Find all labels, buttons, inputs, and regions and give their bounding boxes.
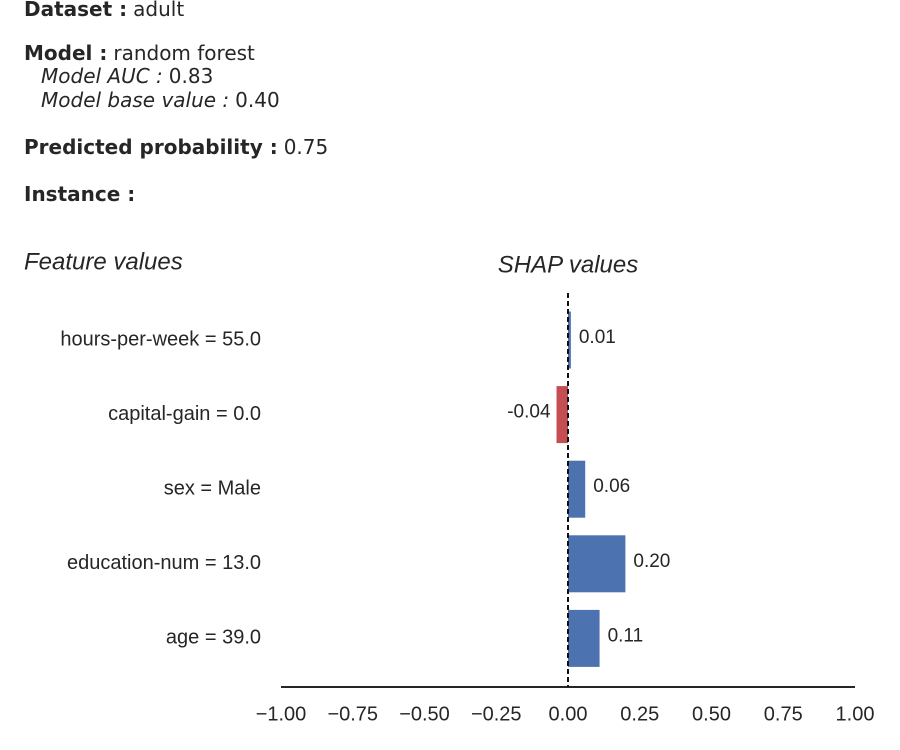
model-line: Model : random forest: [24, 41, 255, 65]
dataset-line: Dataset : adult: [24, 0, 184, 21]
bar: [568, 535, 626, 593]
label: Model base value :: [41, 88, 230, 112]
bar: [568, 311, 571, 369]
x-tick-label: 0.00: [549, 703, 588, 725]
value-label: 0.01: [579, 327, 616, 348]
value-label: 0.06: [593, 476, 630, 497]
value-label: -0.04: [507, 402, 551, 423]
x-tick-label: −0.75: [327, 703, 378, 725]
label: Dataset :: [24, 0, 128, 21]
bar: [568, 609, 600, 667]
value-label: 0.11: [608, 625, 644, 646]
base-value-line: Model base value :0.40: [41, 88, 280, 112]
y-tick-label: capital-gain = 0.0: [108, 403, 261, 425]
y-axis-title: Feature values: [24, 248, 183, 275]
x-tick-label: 0.25: [620, 703, 659, 725]
value-label: 0.20: [633, 551, 670, 572]
x-tick-label: 1.00: [836, 703, 875, 725]
label: Model AUC :: [41, 64, 163, 88]
chart-title: SHAP values: [498, 251, 639, 278]
bar: [556, 386, 568, 444]
bar: [568, 460, 586, 518]
value: random forest: [113, 41, 255, 65]
auc-line: Model AUC :0.83: [41, 64, 213, 88]
y-tick-label: age = 39.0: [166, 627, 261, 649]
y-tick-label: sex = Male: [164, 477, 261, 499]
value: 0.75: [283, 135, 329, 159]
label: Instance :: [24, 182, 136, 206]
value: 0.83: [168, 64, 214, 88]
x-tick-label: 0.50: [692, 703, 731, 725]
value: adult: [133, 0, 185, 21]
x-tick-label: −0.50: [399, 703, 450, 725]
y-tick-label: education-num = 13.0: [67, 552, 261, 574]
label: Predicted probability :: [24, 135, 278, 159]
x-tick-label: −1.00: [256, 703, 307, 725]
x-tick-label: −0.25: [471, 703, 522, 725]
predicted-line: Predicted probability :0.75: [24, 135, 328, 159]
value: 0.40: [235, 88, 280, 112]
label: Model :: [24, 41, 108, 65]
y-tick-label: hours-per-week = 55.0: [60, 328, 261, 350]
instance-line: Instance :: [24, 182, 141, 206]
x-tick-label: 0.75: [764, 703, 803, 725]
